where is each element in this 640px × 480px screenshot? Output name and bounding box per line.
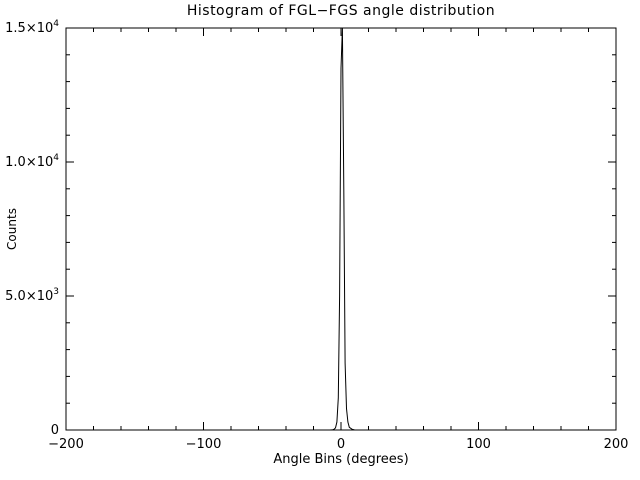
y-tick-label: 1.0×104: [5, 153, 59, 170]
y-tick-label: 5.0×103: [5, 287, 59, 304]
x-tick-label: −200: [48, 437, 84, 452]
histogram-line: [66, 27, 616, 431]
x-tick-label: 200: [604, 437, 629, 452]
y-tick-label: 0: [51, 423, 59, 438]
x-tick-label: −100: [186, 437, 222, 452]
chart-title: Histogram of FGL−FGS angle distribution: [186, 3, 496, 19]
x-axis-label: Angle Bins (degrees): [273, 452, 409, 467]
x-tick-label: 0: [337, 437, 345, 452]
x-tick-label: 100: [466, 437, 491, 452]
y-tick-label: 1.5×104: [5, 19, 59, 36]
